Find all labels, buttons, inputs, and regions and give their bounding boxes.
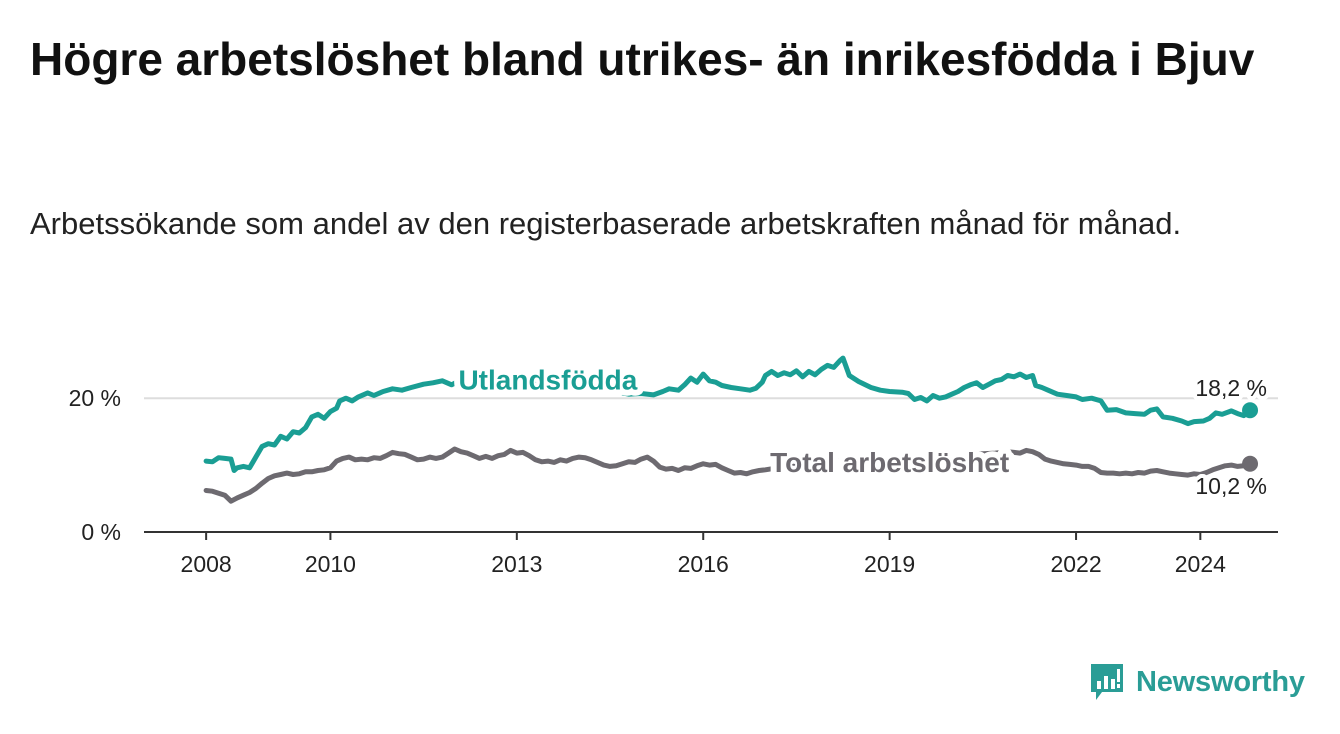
series-label-halo: Utlandsfödda bbox=[458, 365, 637, 396]
x-tick-label: 2016 bbox=[678, 551, 729, 577]
brand-logo: Newsworthy bbox=[1088, 660, 1305, 704]
series-line-total bbox=[203, 446, 1253, 504]
series-line-foreign bbox=[203, 355, 1253, 473]
end-label-total: 10,2 % bbox=[1195, 473, 1267, 499]
x-tick-label: 2019 bbox=[864, 551, 915, 577]
x-tick-label: 2010 bbox=[305, 551, 356, 577]
series-label-halo: Total arbetslöshet bbox=[770, 447, 1009, 478]
brand-name: Newsworthy bbox=[1136, 665, 1305, 698]
series-label-foreign: Utlandsfödda bbox=[458, 365, 637, 396]
end-point-foreign bbox=[1242, 402, 1259, 419]
y-tick-label: 0 % bbox=[81, 519, 121, 545]
end-point-total bbox=[1242, 455, 1259, 472]
x-tick-label: 2013 bbox=[491, 551, 542, 577]
end-label-halo: 10,2 % bbox=[1195, 473, 1267, 499]
end-label-halo: 18,2 % bbox=[1195, 375, 1267, 401]
x-tick-label: 2008 bbox=[181, 551, 232, 577]
y-tick-label: 20 % bbox=[69, 385, 121, 411]
x-tick-label: 2022 bbox=[1050, 551, 1101, 577]
x-tick-label: 2024 bbox=[1175, 551, 1226, 577]
series-label-total: Total arbetslöshet bbox=[770, 447, 1009, 478]
chart-title: Högre arbetslöshet bland utrikes- än inr… bbox=[30, 33, 1255, 85]
end-label-foreign: 18,2 % bbox=[1195, 375, 1267, 401]
chart-subtitle: Arbetssökande som andel av den registerb… bbox=[30, 206, 1182, 241]
newsworthy-logo-icon bbox=[1091, 664, 1123, 700]
line-chart: 0 % 20 % 2008 2010 2013 2016 2019 2022 2024 Utlan… bbox=[69, 355, 1278, 577]
